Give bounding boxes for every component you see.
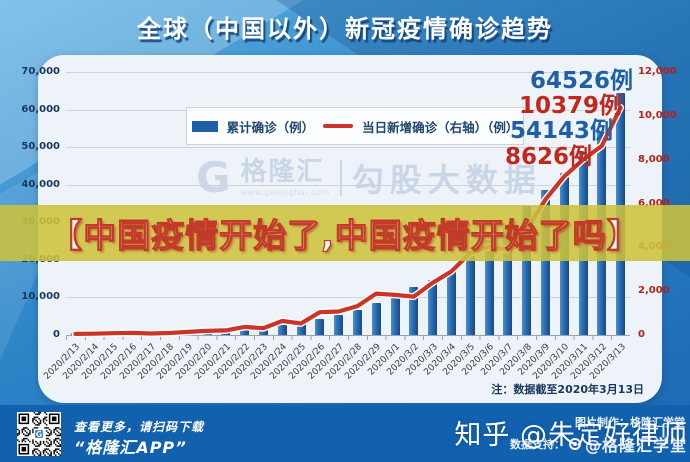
page-title: 全球（中国以外）新冠疫情确诊趋势 xyxy=(137,15,553,43)
y-axis-right-label: 12,000 xyxy=(638,66,677,77)
gridline xyxy=(66,72,630,73)
bar-cumulative-cases xyxy=(484,239,494,335)
credit-data-support: 数据支持： @格隆汇学堂 xyxy=(510,432,687,456)
bar-cumulative-cases xyxy=(465,255,475,335)
bar-cumulative-cases xyxy=(352,310,362,335)
brand-watermark: G 格隆汇 www.gelonghui.com 勾股大数据 xyxy=(196,155,542,201)
watermark-divider xyxy=(339,160,342,196)
x-axis-ticks xyxy=(66,336,630,340)
qr-code[interactable]: G xyxy=(17,412,61,456)
bar-cumulative-cases xyxy=(390,296,400,335)
bar-series-swatch xyxy=(191,120,218,132)
product-watermark: 勾股大数据 xyxy=(351,161,542,199)
bar-cumulative-cases xyxy=(522,205,532,335)
bar-cumulative-cases xyxy=(446,269,456,335)
brand-name: 格隆汇 xyxy=(240,157,325,187)
x-axis-line xyxy=(66,335,630,336)
gridline xyxy=(66,147,630,149)
data-label-daily-latest: 10379例 xyxy=(518,93,622,119)
credit-data-support-name: @格隆汇学堂 xyxy=(584,436,687,455)
svg-text:G: G xyxy=(36,430,42,439)
y-axis-right-label: 2,000 xyxy=(638,285,670,297)
y-axis-left-label: 10,000 xyxy=(21,291,60,303)
gelonghui-logo-icon: G xyxy=(196,153,231,203)
bar-cumulative-cases xyxy=(428,279,438,335)
y-axis-right-label: 8,000 xyxy=(638,153,670,165)
y-axis-right-label: 0 xyxy=(638,329,645,340)
y-axis-left-label: 40,000 xyxy=(21,178,60,190)
line-series-swatch xyxy=(323,124,354,128)
overlay-banner-text: 【中国疫情开始了,中国疫情开始了吗】 xyxy=(49,215,641,255)
bar-cumulative-cases xyxy=(315,318,325,335)
bar-cumulative-cases xyxy=(540,189,550,335)
credit-data-support-prefix: 数据支持： xyxy=(509,438,565,451)
data-label-daily-previous: 8626例 xyxy=(504,144,592,170)
bar-series-label: 累计确诊（例） xyxy=(226,119,315,135)
y-axis-left-label: 60,000 xyxy=(21,103,60,115)
gridline xyxy=(66,184,630,186)
y-axis-right-label: 10,000 xyxy=(638,109,677,121)
gridline xyxy=(66,297,630,299)
data-label-cumulative-previous: 54143例 xyxy=(509,118,613,144)
y-axis-left-label: 50,000 xyxy=(21,141,60,153)
bar-cumulative-cases xyxy=(240,328,250,335)
weibo-icon xyxy=(568,438,581,450)
bar-cumulative-cases xyxy=(409,287,419,335)
brand-url: www.gelonghui.com xyxy=(240,188,330,197)
y-axis-right-label: 6,000 xyxy=(638,197,670,209)
y-axis-left-label: 70,000 xyxy=(21,66,60,77)
credit-maker: 图片制作：格隆汇学堂 xyxy=(575,416,685,429)
bar-cumulative-cases xyxy=(371,302,381,335)
y-axis-left-label: 0 xyxy=(53,329,60,340)
qr-caption-line2: “格隆汇APP” xyxy=(74,438,187,457)
bar-cumulative-cases xyxy=(503,227,513,335)
data-label-cumulative-latest: 64526例 xyxy=(529,68,633,94)
data-cutoff-note: 注：数据截至2020年3月13日 xyxy=(491,383,644,396)
bar-cumulative-cases xyxy=(277,324,287,335)
footer-bar: G 查看更多，请扫码下载 “格隆汇APP” 图片制作：格隆汇学堂 数据支持： @… xyxy=(0,405,690,462)
line-series-label: 当日新增确诊（右轴）（例） xyxy=(362,119,519,135)
overlay-banner: 【中国疫情开始了,中国疫情开始了吗】 xyxy=(0,205,690,261)
chart-legend: 累计确诊（例） 当日新增确诊（右轴）（例） xyxy=(186,107,524,145)
bar-cumulative-cases xyxy=(334,314,344,335)
zhihu-author-watermark: 知乎 @朱定好律师 xyxy=(454,420,688,451)
qr-caption-line1: 查看更多，请扫码下载 xyxy=(74,420,205,434)
bar-cumulative-cases xyxy=(296,322,306,335)
